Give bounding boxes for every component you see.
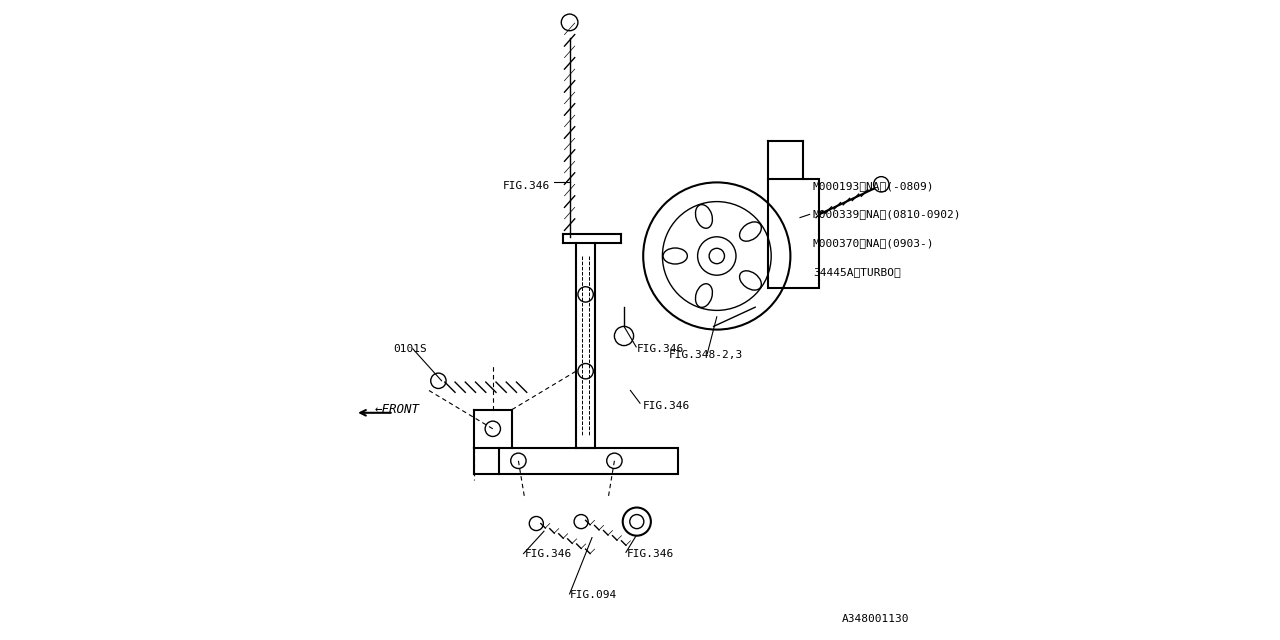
Circle shape	[575, 515, 589, 529]
Circle shape	[430, 373, 447, 388]
Text: FIG.346: FIG.346	[502, 180, 549, 191]
Text: FIG.346: FIG.346	[525, 548, 572, 559]
Circle shape	[561, 14, 579, 31]
Text: FIG.346: FIG.346	[637, 344, 684, 354]
Text: FIG.348-2,3: FIG.348-2,3	[668, 350, 744, 360]
Text: A348001130: A348001130	[841, 614, 909, 624]
Text: M000193〈NA〉(-0809): M000193〈NA〉(-0809)	[813, 180, 934, 191]
Circle shape	[874, 177, 888, 192]
Text: FIG.346: FIG.346	[644, 401, 690, 412]
Text: ←FRONT: ←FRONT	[374, 403, 420, 416]
Text: 34445A〈TURBO〉: 34445A〈TURBO〉	[813, 267, 901, 277]
Circle shape	[614, 326, 634, 346]
Text: 0101S: 0101S	[394, 344, 428, 354]
Text: M000370〈NA〉(0903-): M000370〈NA〉(0903-)	[813, 238, 934, 248]
Text: FIG.094: FIG.094	[570, 590, 617, 600]
Text: M000339〈NA〉(0810-0902): M000339〈NA〉(0810-0902)	[813, 209, 961, 220]
Circle shape	[530, 516, 544, 531]
Text: FIG.346: FIG.346	[627, 548, 675, 559]
